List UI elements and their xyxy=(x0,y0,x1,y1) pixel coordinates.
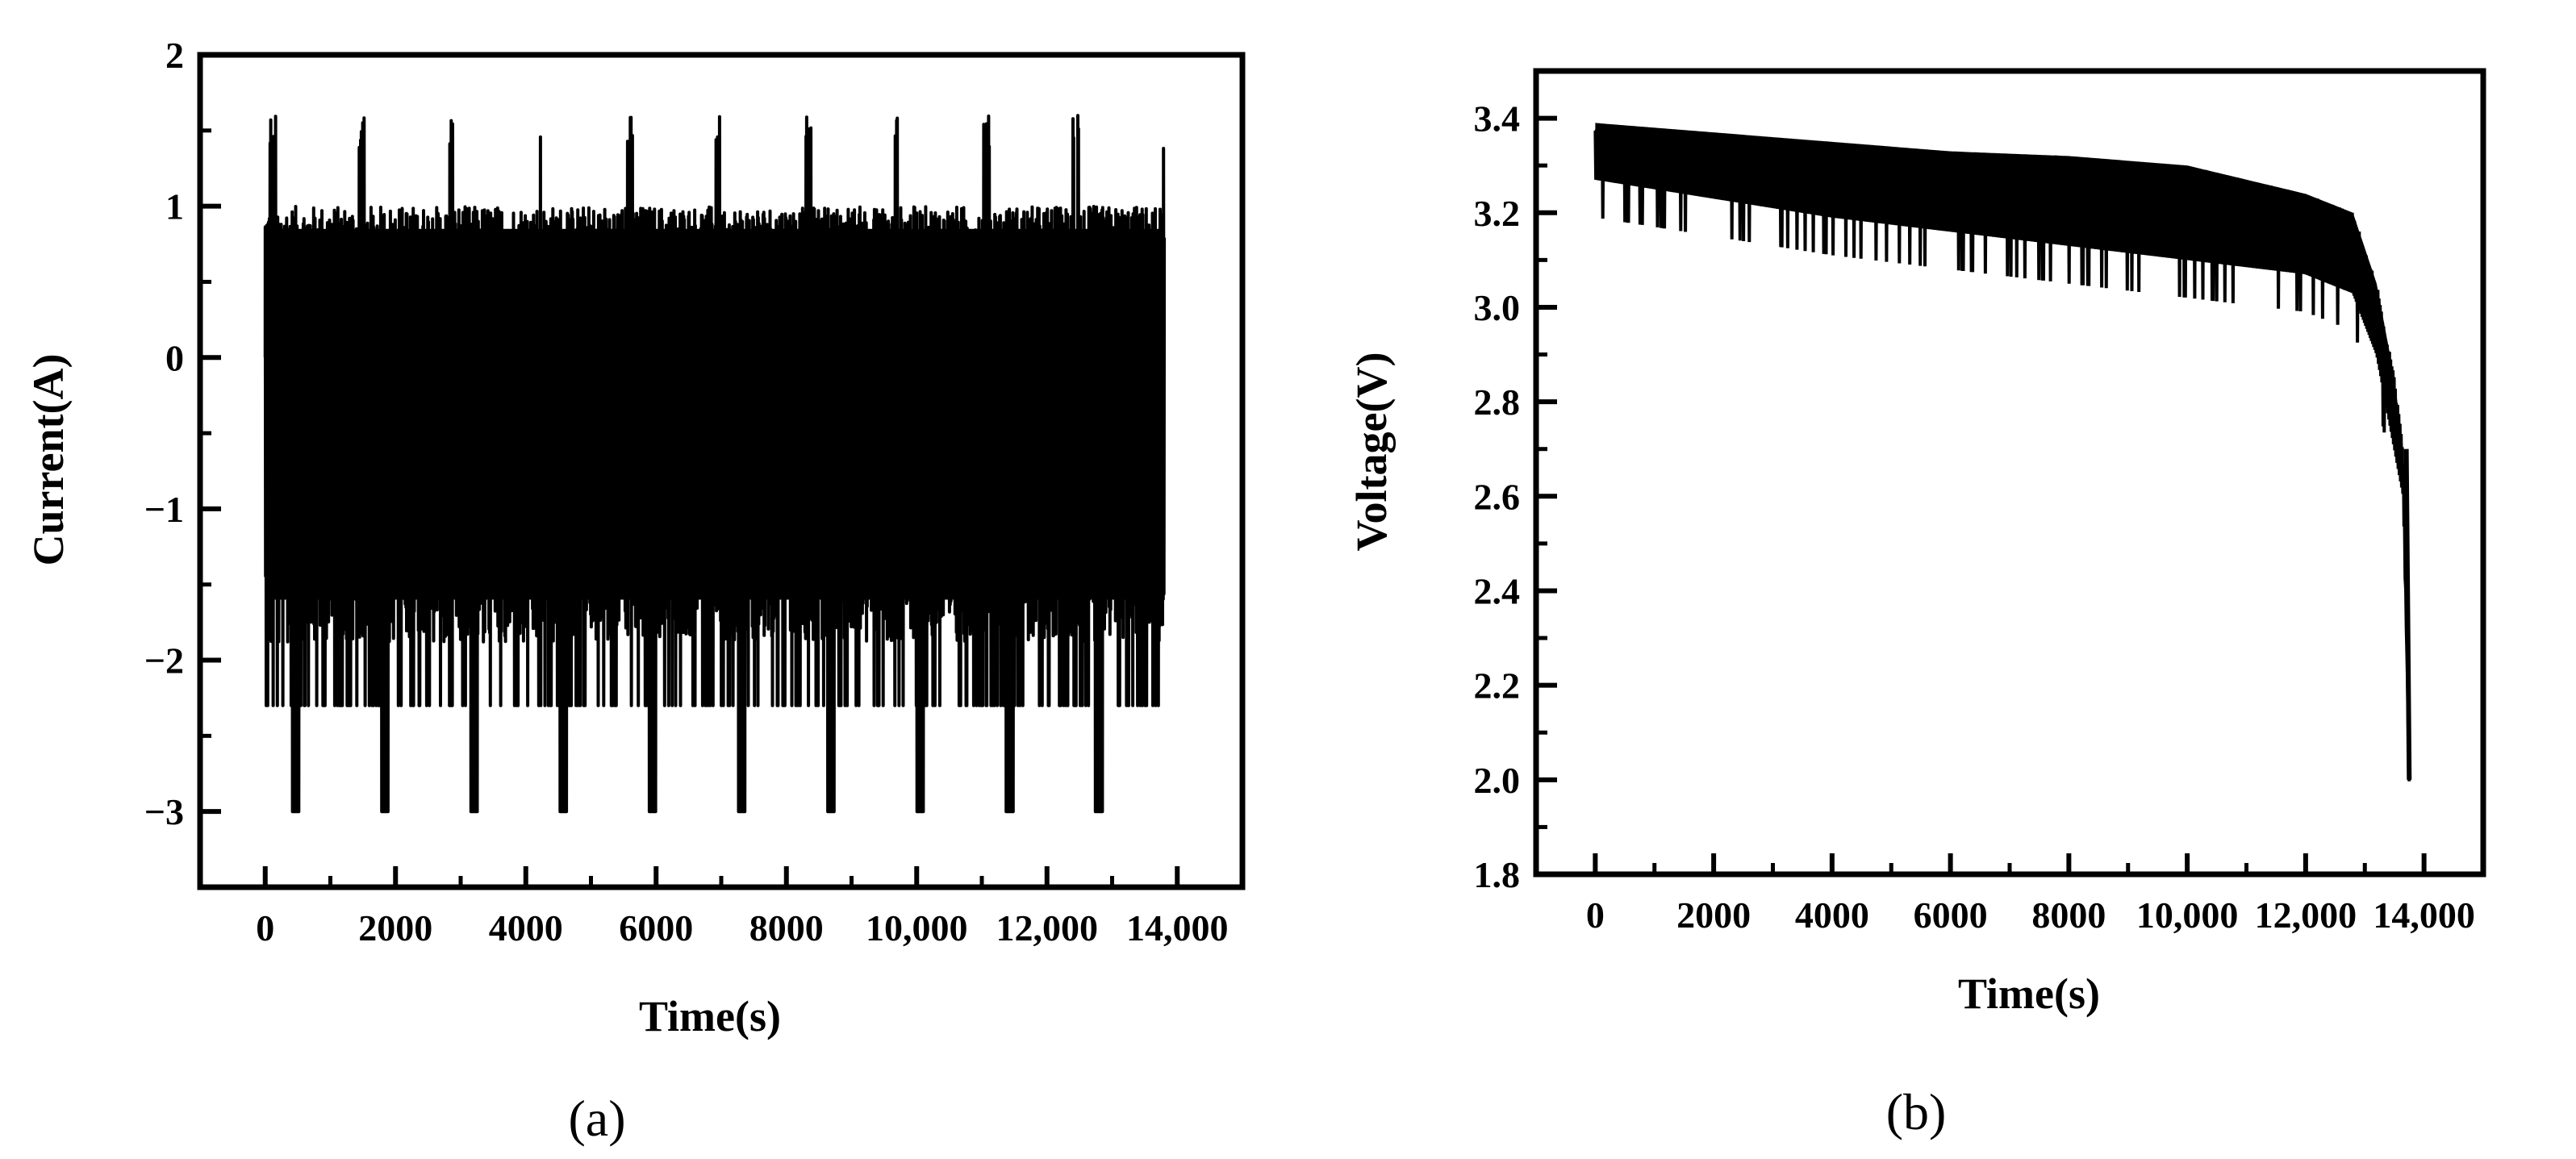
voltage-x-tick-label: 2000 xyxy=(1676,894,1751,936)
voltage-y-tick-label: 2.6 xyxy=(1474,476,1521,517)
voltage-y-tick-label: 1.8 xyxy=(1474,854,1521,895)
voltage-cutoff-drop xyxy=(2403,448,2412,780)
voltage-x-tick-label: 8000 xyxy=(2031,894,2106,936)
y-ticks: 1.8 2.0 2.2 2.4 2.6 2.8 3.0 3.2 3.4 xyxy=(1474,69,1557,895)
current-x-tick-label: 4000 xyxy=(489,907,563,948)
voltage-line xyxy=(1593,124,2411,782)
current-y-tick-label: 1 xyxy=(165,186,184,227)
current-band xyxy=(265,228,1165,600)
voltage-x-tick-label: 0 xyxy=(1586,894,1605,936)
voltage-x-tick-label: 6000 xyxy=(1914,894,1988,936)
voltage-y-tick-label: 3.2 xyxy=(1474,193,1521,234)
current-x-tick-label: 6000 xyxy=(619,907,693,948)
current-y-tick-label: −2 xyxy=(144,640,184,682)
current-y-tick-label: 2 xyxy=(165,35,184,76)
y-axis-title: Current(A) xyxy=(24,354,73,566)
x-axis-title: Time(s) xyxy=(1958,969,2100,1018)
voltage-x-tick-label: 10,000 xyxy=(2136,894,2239,936)
current-series xyxy=(263,114,1167,814)
current-x-tick-label: 10,000 xyxy=(866,907,968,948)
current-y-tick-label: 0 xyxy=(165,337,184,378)
voltage-y-tick-label: 2.2 xyxy=(1474,665,1521,707)
current-x-tick-label: 8000 xyxy=(749,907,824,948)
voltage-y-tick-label: 3.0 xyxy=(1474,287,1521,328)
voltage-y-tick-label: 2.0 xyxy=(1474,760,1521,801)
current-x-tick-label: 14,000 xyxy=(1126,907,1229,948)
x-ticks: 0 2000 4000 6000 8000 10,000 12,000 14,000 xyxy=(1586,853,2475,936)
x-ticks: 0 2000 4000 6000 8000 10,000 12,000 14,000 xyxy=(256,866,1229,948)
panel-label-b: (b) xyxy=(1886,1083,1947,1140)
current-x-tick-label: 2000 xyxy=(358,907,432,948)
y-ticks: −3 −2 −1 0 1 2 xyxy=(144,35,221,890)
voltage-x-tick-label: 12,000 xyxy=(2255,894,2357,936)
voltage-y-tick-label: 3.4 xyxy=(1474,98,1521,140)
panel-label-a: (a) xyxy=(568,1090,625,1147)
current-x-tick-label: 12,000 xyxy=(996,907,1099,948)
y-axis-title: Voltage(V) xyxy=(1347,352,1396,552)
chart-current: −3 −2 −1 0 1 2 0 2000 4000 6000 8000 10,000 12,000 1… xyxy=(24,35,1246,1147)
voltage-x-tick-label: 4000 xyxy=(1795,894,1869,936)
voltage-y-tick-label: 2.8 xyxy=(1474,381,1521,423)
current-x-tick-label: 0 xyxy=(256,907,274,948)
voltage-x-tick-label: 14,000 xyxy=(2373,894,2475,936)
voltage-y-tick-label: 2.4 xyxy=(1474,570,1521,611)
current-y-tick-label: −3 xyxy=(144,791,184,832)
x-axis-title: Time(s) xyxy=(639,992,781,1040)
current-y-tick-label: −1 xyxy=(144,489,184,530)
voltage-series xyxy=(1593,123,2412,782)
chart-voltage: 1.8 2.0 2.2 2.4 2.6 2.8 3.0 3.2 3.4 0 2000 4000 600… xyxy=(1347,68,2486,1140)
